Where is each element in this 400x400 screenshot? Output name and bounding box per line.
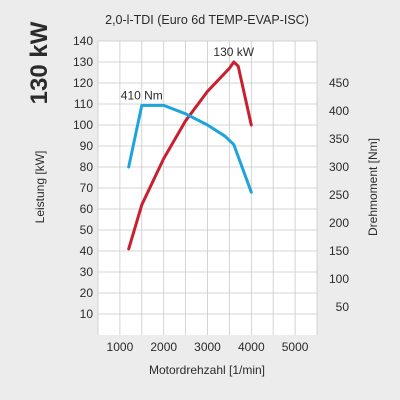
- x-tick-label: 5000: [282, 340, 309, 354]
- y-right-tick-label: 50: [336, 300, 350, 314]
- y-left-tick-label: 60: [80, 202, 94, 216]
- x-tick-label: 1000: [107, 340, 134, 354]
- big-power-label: 130 kW: [26, 21, 53, 104]
- x-axis-label: Motordrehzahl [1/min]: [149, 363, 265, 377]
- series-line-drehmoment: [127, 103, 253, 194]
- y-right-tick-label: 100: [329, 272, 349, 286]
- y-left-tick-label: 120: [73, 76, 93, 90]
- y-left-tick-label: 30: [80, 265, 94, 279]
- x-tick-label: 3000: [194, 340, 221, 354]
- y-left-tick-label: 40: [80, 244, 94, 258]
- x-tick-label: 2000: [150, 340, 177, 354]
- y-right-tick-label: 200: [329, 216, 349, 230]
- tick-labels: 10 20 30 40 50 60 70 80 90 100 110 120 130 140 50 100 15…: [73, 34, 349, 354]
- right-axis-label: Drehmoment [Nm]: [366, 138, 380, 236]
- y-left-tick-label: 100: [73, 118, 93, 132]
- series-line-leistung: [127, 60, 253, 251]
- y-left-tick-label: 20: [80, 286, 94, 300]
- y-left-tick-label: 130: [73, 55, 93, 69]
- y-right-tick-label: 350: [329, 132, 349, 146]
- y-left-tick-label: 90: [80, 139, 94, 153]
- series-lines: 130 kW 410 Nm: [121, 45, 255, 251]
- y-left-tick-label: 70: [80, 181, 94, 195]
- y-right-tick-label: 150: [329, 244, 349, 258]
- y-right-tick-label: 250: [329, 188, 349, 202]
- annotation-drehmoment: 410 Nm: [121, 88, 163, 102]
- chart-title: 2,0-l-TDI (Euro 6d TEMP-EVAP-ISC): [105, 13, 309, 27]
- y-right-tick-label: 450: [329, 76, 349, 90]
- y-left-tick-label: 80: [80, 160, 94, 174]
- y-right-tick-label: 300: [329, 160, 349, 174]
- y-left-tick-label: 140: [73, 34, 93, 48]
- left-axis-label: Leistung [kW]: [33, 151, 47, 224]
- y-left-tick-label: 110: [74, 97, 93, 111]
- x-tick-label: 4000: [238, 340, 265, 354]
- y-left-tick-label: 10: [80, 307, 94, 321]
- annotation-leistung: 130 kW: [213, 45, 254, 59]
- y-right-tick-label: 400: [329, 104, 349, 118]
- y-left-tick-label: 50: [80, 223, 94, 237]
